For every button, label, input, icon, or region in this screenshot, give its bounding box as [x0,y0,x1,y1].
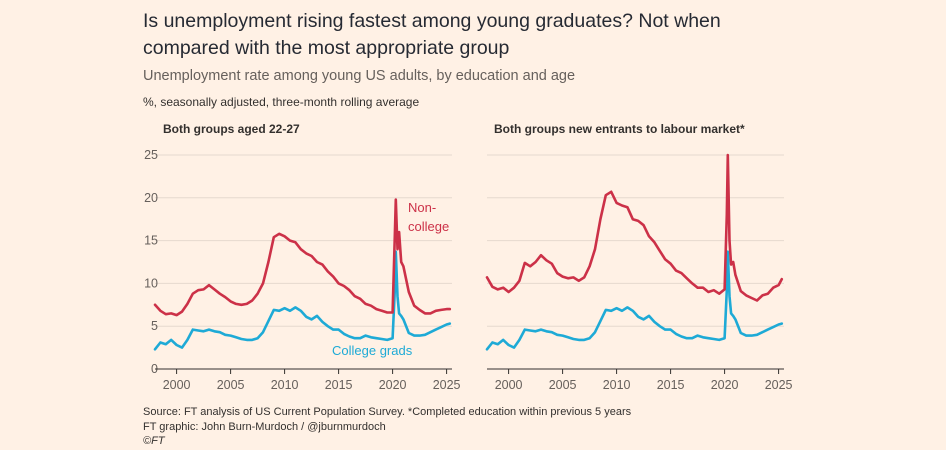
panel-title-right: Both groups new entrants to labour marke… [494,122,745,136]
series-label-noncollege-0: Non- [408,200,436,215]
copyright: ©FT [143,435,165,447]
x-tick-label-2020: 2020 [379,378,407,392]
series-line-noncollege-left [153,198,452,317]
y-tick-label-25: 25 [144,148,158,162]
footer: Source: FT analysis of US Current Popula… [143,405,631,449]
y-tick-label-10: 10 [144,276,158,290]
graphic-credit: FT graphic: John Burn-Murdoch / @jburnmu… [143,420,386,433]
y-tick-label-20: 20 [144,191,158,205]
series-line-college-right [485,250,784,351]
x-tick-label-2020: 2020 [711,378,739,392]
x-tick-label-2015: 2015 [657,378,685,392]
panel-title-left: Both groups aged 22-27 [163,122,300,136]
series-label-college-2: College grads [332,343,413,358]
chart-panel-right: Both groups new entrants to labour marke… [485,122,793,392]
x-tick-label-2000: 2000 [495,378,523,392]
x-tick-label-2025: 2025 [433,378,461,392]
x-tick-label-2015: 2015 [325,378,353,392]
series-label-noncollege-1: college [408,219,449,234]
y-tick-label-5: 5 [151,319,158,333]
y-tick-label-0: 0 [151,362,158,376]
x-tick-label-2010: 2010 [603,378,631,392]
x-tick-label-2025: 2025 [765,378,793,392]
x-tick-label-2005: 2005 [549,378,577,392]
unit-note: %, seasonally adjusted, three-month roll… [143,95,420,109]
series-line-college-left [153,250,452,351]
series-line-noncollege-right [485,153,784,302]
x-tick-label-2010: 2010 [271,378,299,392]
chart-title: Is unemployment rising fastest among you… [143,10,721,59]
y-tick-label-15: 15 [144,234,158,248]
x-tick-label-2000: 2000 [163,378,191,392]
chart-subtitle: Unemployment rate among young US adults,… [143,68,576,84]
x-tick-label-2005: 2005 [217,378,245,392]
source-note: Source: FT analysis of US Current Popula… [143,406,632,418]
